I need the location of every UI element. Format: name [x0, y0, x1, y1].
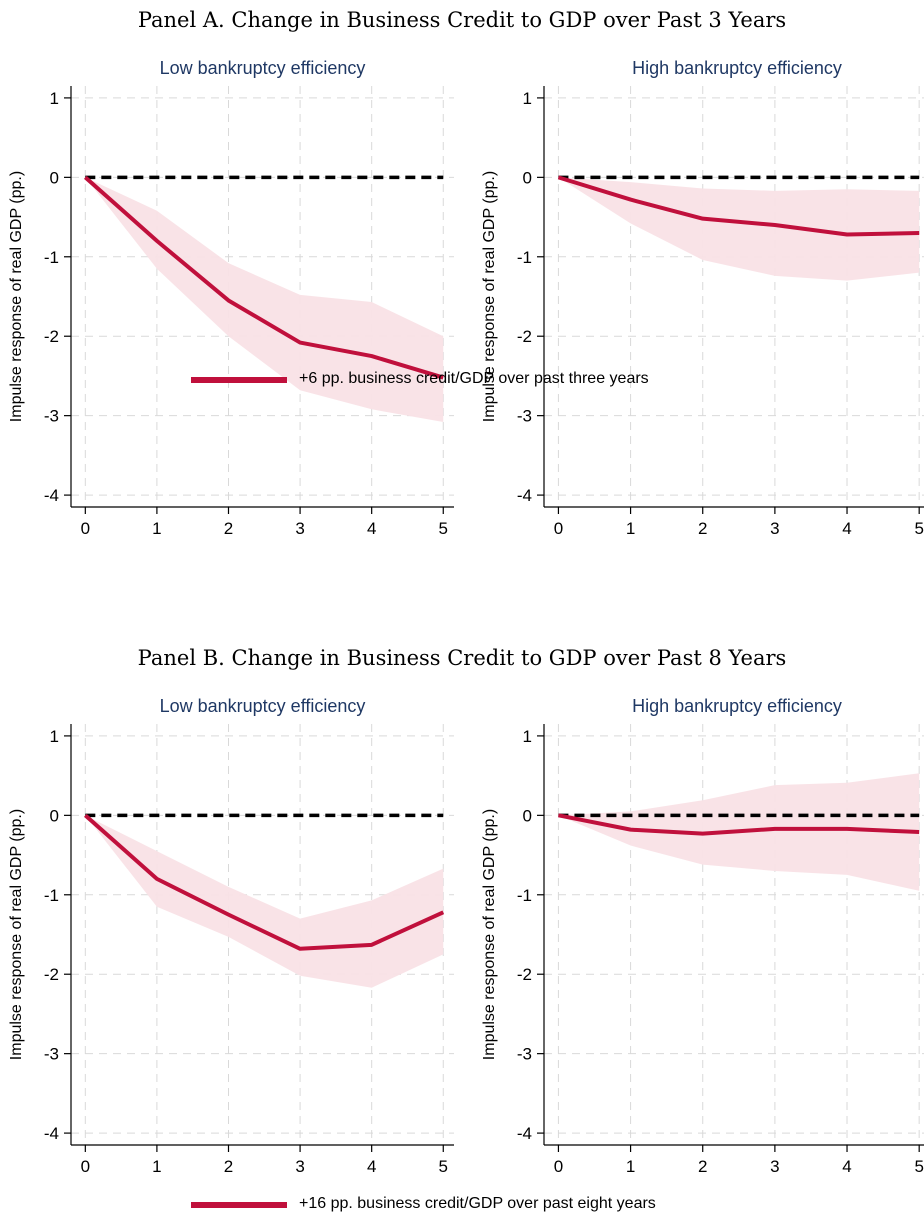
x-tick-label: 0	[554, 1157, 563, 1176]
y-tick-label: -1	[517, 248, 532, 267]
y-tick-label: -3	[517, 407, 532, 426]
x-tick-label: 4	[842, 519, 851, 538]
panel-b-charts: Low bankruptcy efficiency 1 0 -1 -2 -3 -4 0 1 2 3 4…	[8, 696, 924, 1176]
panel-b-title: Panel B. Change in Business Credit to GD…	[137, 646, 787, 670]
x-tick-label: 5	[914, 519, 923, 538]
impulse-response-line	[558, 813, 920, 836]
y-tick-label: -2	[44, 327, 59, 346]
y-axis-title: Impulse response of real GDP (pp.)	[481, 809, 498, 1060]
y-tick-label: -4	[517, 1124, 532, 1143]
x-tick-label: 2	[224, 1157, 233, 1176]
y-tick-label: 0	[523, 806, 532, 825]
x-tick-label: 5	[439, 1157, 448, 1176]
y-tick-label: -2	[517, 965, 532, 984]
x-tick-label: 5	[439, 519, 448, 538]
chart-0: Low bankruptcy efficiency 1 0 -1 -2 -3 -4 0 1 2 3 4…	[8, 58, 454, 538]
impulse-response-line	[83, 813, 445, 951]
confidence-band	[85, 177, 444, 423]
panel-a-title: Panel A. Change in Business Credit to GD…	[137, 8, 787, 32]
panel-a-legend: +6 pp. business credit/GDP over past thr…	[0, 365, 924, 395]
y-tick-label: 0	[523, 168, 532, 187]
x-tick-label: 3	[770, 1157, 779, 1176]
legend-swatch-b	[191, 1202, 287, 1208]
chart-3: High bankruptcy efficiency 1 0 -1 -2 -3 -4 0 1 2 3…	[481, 696, 924, 1176]
x-tick-label: 3	[295, 519, 304, 538]
panel-b-legend: +16 pp. business credit/GDP over past ei…	[0, 1190, 924, 1220]
y-tick-label: -4	[44, 486, 59, 505]
panel-a-charts: Low bankruptcy efficiency 1 0 -1 -2 -3 -4 0 1 2 3 4…	[8, 58, 924, 538]
impulse-response-line	[557, 175, 920, 237]
legend-swatch-a	[191, 377, 287, 383]
confidence-band	[85, 815, 444, 988]
x-tick-label: 4	[842, 1157, 851, 1176]
x-tick-label: 1	[626, 1157, 635, 1176]
x-tick-label: 1	[152, 1157, 161, 1176]
y-tick-label: 1	[523, 727, 532, 746]
y-tick-label: 1	[50, 727, 59, 746]
legend-label-b: +16 pp. business credit/GDP over past ei…	[299, 1195, 656, 1212]
impulse-response-line	[83, 175, 444, 380]
x-tick-label: 0	[81, 1157, 90, 1176]
x-tick-label: 2	[224, 519, 233, 538]
y-tick-label: -4	[44, 1124, 59, 1143]
chart-1: High bankruptcy efficiency 1 0 -1 -2 -3 -4 0 1 2 3…	[481, 58, 924, 538]
x-tick-label: 0	[554, 519, 563, 538]
y-tick-label: -1	[44, 248, 59, 267]
x-tick-label: 1	[152, 519, 161, 538]
y-axis-title: Impulse response of real GDP (pp.)	[8, 171, 25, 422]
y-tick-label: -3	[517, 1045, 532, 1064]
x-tick-label: 1	[626, 519, 635, 538]
y-tick-label: -2	[44, 965, 59, 984]
x-tick-label: 2	[698, 519, 707, 538]
chart-subtitle: Low bankruptcy efficiency	[160, 58, 366, 78]
y-tick-label: 0	[50, 806, 59, 825]
y-tick-label: 0	[50, 168, 59, 187]
y-tick-label: 1	[523, 89, 532, 108]
y-tick-label: -3	[44, 1045, 59, 1064]
x-tick-label: 0	[81, 519, 90, 538]
y-tick-label: -2	[517, 327, 532, 346]
chart-subtitle: Low bankruptcy efficiency	[160, 696, 366, 716]
x-tick-label: 3	[770, 519, 779, 538]
chart-subtitle: High bankruptcy efficiency	[632, 58, 842, 78]
y-tick-label: -3	[44, 407, 59, 426]
x-tick-label: 4	[367, 1157, 376, 1176]
y-tick-label: -1	[517, 886, 532, 905]
y-axis-title: Impulse response of real GDP (pp.)	[481, 171, 498, 422]
x-tick-label: 3	[295, 1157, 304, 1176]
y-axis-title: Impulse response of real GDP (pp.)	[8, 809, 25, 1060]
x-tick-label: 5	[914, 1157, 923, 1176]
x-tick-label: 4	[367, 519, 376, 538]
y-tick-label: 1	[50, 89, 59, 108]
chart-subtitle: High bankruptcy efficiency	[632, 696, 842, 716]
legend-label-a: +6 pp. business credit/GDP over past thr…	[299, 370, 649, 387]
x-tick-label: 2	[698, 1157, 707, 1176]
y-tick-label: -4	[517, 486, 532, 505]
chart-2: Low bankruptcy efficiency 1 0 -1 -2 -3 -4 0 1 2 3 4…	[8, 696, 454, 1176]
y-tick-label: -1	[44, 886, 59, 905]
